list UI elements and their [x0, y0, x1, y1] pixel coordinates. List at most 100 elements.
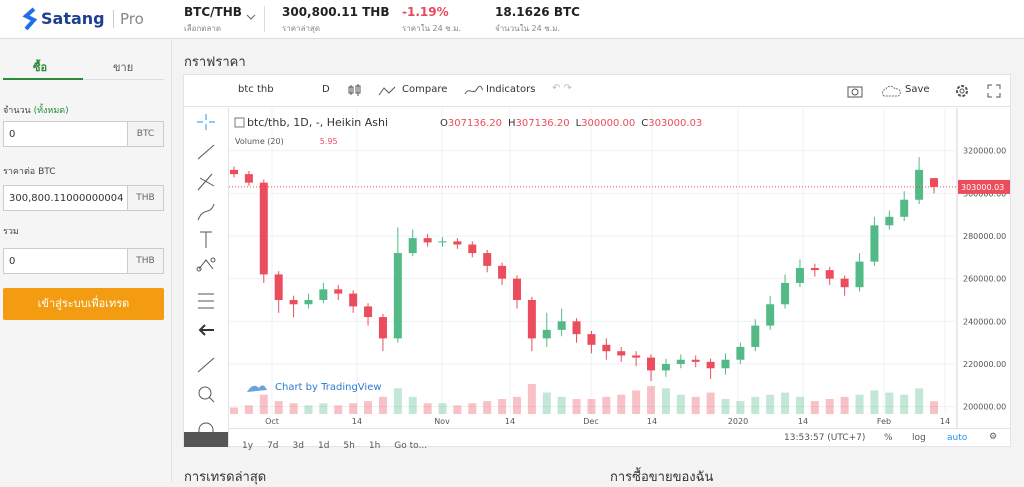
- price-value: 300,800.11000000004: [9, 193, 124, 204]
- price-label: ราคาต่อ BTC: [3, 167, 56, 177]
- range[interactable]: 5h: [343, 441, 355, 451]
- x-tick-label: Dec: [583, 417, 598, 426]
- volume-bar: [915, 388, 924, 414]
- volume-bar: [512, 396, 521, 414]
- volume-bar: [706, 392, 715, 414]
- candle-body: [661, 364, 670, 371]
- tools-collapse[interactable]: [184, 432, 228, 447]
- indicators-icon[interactable]: [464, 84, 484, 98]
- candle-body: [736, 346, 745, 360]
- candle-body: [706, 361, 715, 369]
- price-input[interactable]: 300,800.11000000004 THB: [3, 185, 164, 211]
- tab-line: [83, 79, 164, 80]
- legend-value: 307136.20: [448, 118, 502, 129]
- order-form: ซื้อ ขาย จำนวน (ทั้งหมด) 0 BTC ราคาต่อ BT…: [0, 40, 172, 482]
- pair-hint: เลือกตลาด: [184, 24, 222, 33]
- watermark: Chart by TradingView: [275, 382, 382, 393]
- candle-body: [274, 274, 283, 300]
- bottom-bar: 1y 7d 3d 1d 5h 1h Go to... 13:53:57 (UTC+7) % …: [229, 428, 1010, 451]
- candle-body: [632, 355, 641, 358]
- save[interactable]: Save: [905, 84, 930, 95]
- candle-body: [393, 253, 402, 339]
- drawing-tools: [184, 108, 229, 447]
- amount-all[interactable]: (ทั้งหมด): [33, 106, 69, 116]
- compare-icon[interactable]: [377, 84, 397, 98]
- volume-bar: [349, 403, 358, 414]
- tool-icons[interactable]: [184, 108, 229, 447]
- volume-bar: [378, 396, 387, 414]
- y-tick-label: 280000.00: [963, 232, 1006, 241]
- volume-bar: [468, 403, 477, 414]
- divider: [264, 6, 265, 32]
- volume-bar: [870, 390, 879, 414]
- candle-body: [900, 199, 909, 217]
- go-to[interactable]: Go to...: [394, 441, 428, 451]
- cloud-icon[interactable]: [880, 84, 902, 98]
- total-input[interactable]: 0 THB: [3, 248, 164, 274]
- pair[interactable]: BTC/THB: [184, 5, 242, 19]
- volume-bar: [304, 405, 313, 414]
- settings-small[interactable]: ⚙: [989, 432, 998, 442]
- settings-icon[interactable]: [954, 83, 970, 99]
- volume-bar: [900, 394, 909, 414]
- candle-body: [512, 278, 521, 300]
- candle-body: [647, 357, 656, 371]
- undo-redo[interactable]: ↶ ↷: [552, 83, 572, 94]
- last-price: 300,800.11 THB: [282, 5, 390, 19]
- volume-bar: [453, 405, 462, 414]
- candle-body: [617, 351, 626, 356]
- indicators[interactable]: Indicators: [486, 84, 536, 95]
- candle-body: [364, 306, 373, 318]
- range[interactable]: 3d: [292, 441, 304, 451]
- amount-value: 0: [9, 129, 16, 140]
- volume-bar: [244, 405, 253, 414]
- candle-body: [289, 300, 298, 305]
- percent-toggle[interactable]: %: [884, 433, 893, 443]
- price-chart: 200000.00 220000.00 240000.00 260000.00 2800…: [229, 108, 1010, 428]
- volume-bar: [632, 390, 641, 414]
- x-tick-label: 14: [352, 417, 362, 426]
- chart-type-icon[interactable]: [348, 82, 362, 98]
- log-toggle[interactable]: log: [912, 433, 926, 443]
- range[interactable]: 1d: [317, 441, 330, 451]
- tab-sell[interactable]: ขาย: [113, 61, 134, 74]
- tab-buy[interactable]: ซื้อ: [33, 61, 48, 74]
- symbol[interactable]: btc thb: [238, 84, 274, 95]
- volume-bar: [408, 396, 417, 414]
- volume-bar: [810, 401, 819, 414]
- amount-input[interactable]: 0 BTC: [3, 121, 164, 147]
- change: -1.19%: [402, 5, 449, 19]
- range[interactable]: 1h: [368, 441, 381, 451]
- y-tick-label: 200000.00: [963, 403, 1006, 412]
- tab-indicator: [3, 78, 83, 80]
- dropdown-icon[interactable]: [246, 13, 256, 21]
- interval[interactable]: D: [322, 84, 330, 95]
- candle-body: [676, 359, 685, 364]
- x-tick-label: 2020: [728, 417, 748, 426]
- volume-bar: [542, 392, 551, 414]
- volume-bar: [334, 405, 343, 414]
- candle-body: [557, 321, 566, 330]
- x-tick-label: Oct: [265, 417, 279, 426]
- candle-body: [259, 182, 268, 275]
- logo: Satang: [41, 9, 105, 28]
- x-tick-label: 14: [647, 417, 657, 426]
- volume-bar: [721, 399, 730, 414]
- header: Satang Pro BTC/THB เลือกตลาด 300,800.11 …: [0, 0, 1024, 39]
- fullscreen-icon[interactable]: [986, 83, 1002, 99]
- legend-value: 307136.20: [516, 118, 570, 129]
- candle-body: [855, 261, 864, 288]
- candle-body: [498, 265, 507, 279]
- x-tick-label: 14: [940, 417, 950, 426]
- candle-body: [691, 359, 700, 362]
- snapshot-icon[interactable]: [846, 83, 864, 99]
- range[interactable]: 7d: [267, 441, 279, 451]
- range[interactable]: 1y: [242, 441, 254, 451]
- compare[interactable]: Compare: [402, 84, 448, 95]
- submit-button[interactable]: เข้าสู่ระบบเพื่อเทรด: [3, 288, 164, 320]
- candle-body: [304, 300, 313, 305]
- amount-label: จำนวน (ทั้งหมด): [3, 103, 69, 117]
- amount-unit: BTC: [127, 122, 163, 146]
- candle-body: [408, 238, 417, 254]
- auto-toggle[interactable]: auto: [947, 433, 968, 443]
